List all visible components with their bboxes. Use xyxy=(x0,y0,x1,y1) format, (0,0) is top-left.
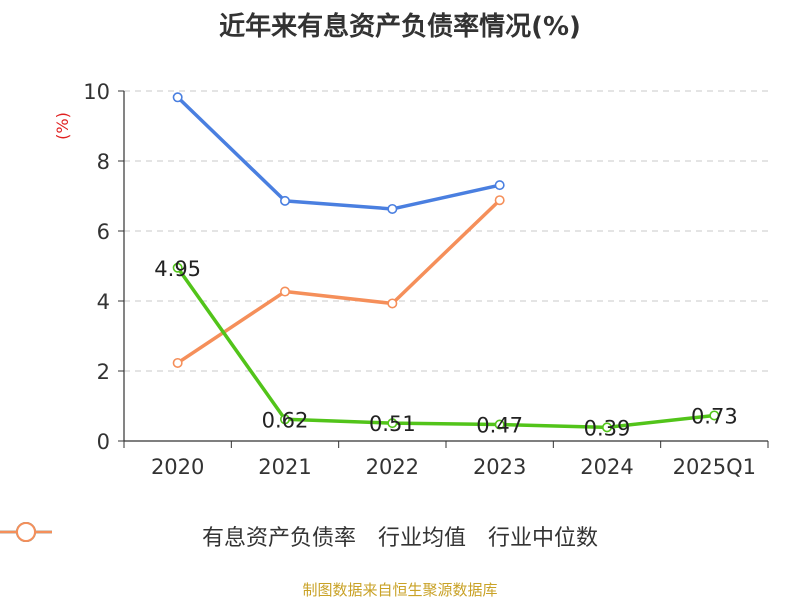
source-note: 制图数据来自恒生聚源数据库 xyxy=(302,581,498,599)
legend-item[interactable]: 行业中位数 xyxy=(0,520,599,552)
series-lines xyxy=(172,92,720,433)
data-point xyxy=(494,419,505,430)
y-tick-label: 2 xyxy=(97,360,110,384)
x-tick-label: 2020 xyxy=(151,455,204,479)
x-tick-label: 2021 xyxy=(258,455,311,479)
data-label: 0.51 xyxy=(369,412,416,436)
x-tick-label: 2022 xyxy=(366,455,419,479)
data-point xyxy=(279,414,290,425)
data-point xyxy=(601,422,612,433)
data-point xyxy=(494,195,505,206)
data-label: 0.47 xyxy=(476,414,523,438)
y-axis-label: (%) xyxy=(53,112,72,140)
data-label: 4.95 xyxy=(154,257,201,281)
data-label: 0.73 xyxy=(691,404,738,428)
data-point xyxy=(279,286,290,297)
y-tick-label: 6 xyxy=(97,220,110,244)
data-point xyxy=(387,298,398,309)
chart-title: 近年来有息资产负债率情况(%) xyxy=(219,12,581,42)
legend-label: 有息资产负债率 xyxy=(201,526,356,551)
legend-label: 行业均值 xyxy=(377,526,466,551)
legend: 有息资产负债率 行业均值 行业中位数 xyxy=(0,520,800,552)
x-tick-label: 2025Q1 xyxy=(673,455,756,479)
data-point xyxy=(709,410,720,421)
data-point xyxy=(172,262,183,273)
data-point xyxy=(494,180,505,191)
axes: 0 2 4 6 8 10 2020 2021 2022 2023 2024 2025Q1 xyxy=(83,80,769,479)
data-point xyxy=(279,195,290,206)
data-label: 0.39 xyxy=(584,416,631,440)
data-label: 0.62 xyxy=(262,408,309,432)
y-tick-label: 0 xyxy=(97,430,110,454)
data-point xyxy=(172,92,183,103)
legend-item[interactable]: 有息资产负债率 xyxy=(0,520,356,552)
y-tick-label: 4 xyxy=(97,290,110,314)
data-point xyxy=(387,203,398,214)
legend-label: 行业中位数 xyxy=(488,526,599,551)
legend-item[interactable]: 行业均值 xyxy=(0,520,466,552)
y-tick-label: 8 xyxy=(97,150,110,174)
x-tick-label: 2024 xyxy=(580,455,633,479)
legend-swatch xyxy=(0,522,52,542)
series-line xyxy=(176,266,715,430)
series-line xyxy=(176,198,501,365)
data-labels: 4.95 0.62 0.51 0.47 0.39 0.73 xyxy=(154,257,737,441)
y-tick-label: 10 xyxy=(83,80,110,104)
data-point xyxy=(172,357,183,368)
data-point xyxy=(387,418,398,429)
grid-lines xyxy=(124,90,768,372)
x-tick-label: 2023 xyxy=(473,455,526,479)
series-line xyxy=(176,96,501,211)
